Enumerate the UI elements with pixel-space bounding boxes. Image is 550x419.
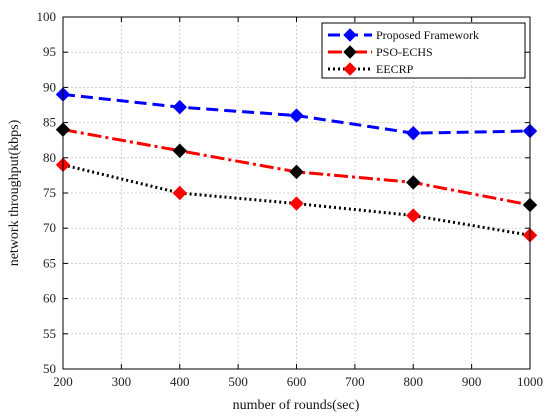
x-tick-label: 600 [287,374,307,389]
x-tick-label: 800 [404,374,424,389]
data-point [172,99,187,115]
data-point [172,185,187,201]
x-tick-label: 300 [112,374,132,389]
data-point [172,143,187,158]
x-tick-label: 400 [170,374,190,389]
y-tick-label: 90 [43,79,56,94]
y-tick-label: 80 [43,150,56,165]
data-point [289,164,304,180]
axes-layer: 200 300 400 500 600 700 800 900 1000 50 55 60 65 70 75… [37,9,544,389]
y-tick-label: 55 [43,326,56,341]
legend: Proposed Framework PSO-ECHS EECRP [321,22,526,79]
x-tick-label: 200 [53,374,73,389]
y-tick-label: 85 [43,115,56,130]
legend-label: Proposed Framework [376,28,479,42]
data-point [406,125,421,141]
y-tick-label: 70 [43,220,56,235]
legend-marker [343,45,357,59]
data-point [289,108,304,123]
y-tick-label: 65 [43,255,56,270]
y-tick-label: 75 [43,185,56,200]
data-point [406,208,421,223]
x-tick-label: 700 [345,374,365,389]
y-axis-label: network throughput(kbps) [7,119,22,266]
x-axis-label: number of rounds(sec) [233,398,360,413]
legend-label: PSO-ECHS [376,45,433,59]
legend-items: Proposed Framework PSO-ECHS EECRP [328,28,479,76]
x-tick-label: 900 [462,374,482,389]
data-point [406,175,421,190]
x-tick-label: 500 [228,374,248,389]
data-point [289,196,304,211]
y-tick-label: 95 [43,44,56,59]
y-tick-label: 60 [43,291,56,306]
y-tick-label: 100 [37,9,57,24]
y-tick-label: 50 [43,361,56,376]
series-line [62,163,531,237]
legend-marker [343,28,357,42]
x-tick-label: 1000 [517,374,543,389]
legend-label: EECRP [376,62,414,76]
legend-marker [343,62,357,76]
